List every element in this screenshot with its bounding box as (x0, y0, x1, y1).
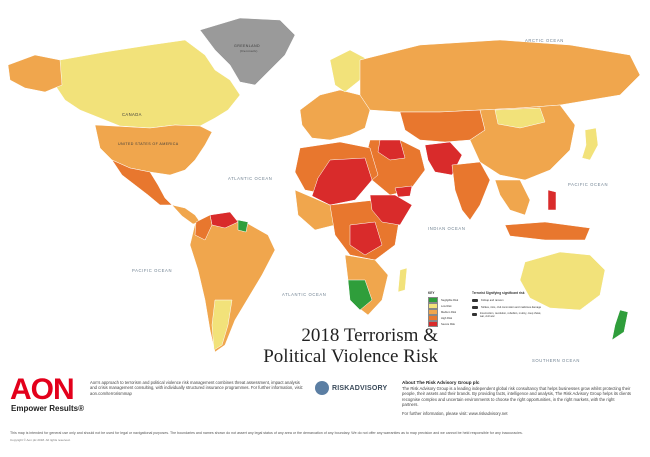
region-central-asia (399, 109, 486, 143)
region-india (451, 161, 491, 221)
legend-item: Severe Risk (428, 321, 528, 327)
label-indian-ocean: INDIAN OCEAN (428, 226, 466, 231)
region-indonesia (504, 221, 591, 241)
riot-icon (472, 306, 478, 309)
legend-key-title: KEY (428, 291, 435, 295)
region-west-africa (294, 189, 336, 231)
region-alaska (7, 54, 63, 93)
region-mongolia (494, 107, 546, 129)
footer (0, 365, 650, 457)
map-title-year: 2018 (301, 325, 344, 346)
region-china (469, 104, 576, 181)
war-icon (472, 313, 477, 316)
region-central-america (171, 204, 201, 225)
region-somalia-sudan (369, 194, 413, 226)
region-colombia (194, 214, 213, 241)
region-canada (54, 39, 241, 129)
region-iraq-syria (377, 139, 406, 161)
copyright: Copyright © Aon plc 2018. All rights res… (10, 438, 71, 442)
signifier-item: Insurrection, revolution, rebellion, mut… (472, 311, 542, 318)
legend-item: High Risk (428, 315, 528, 321)
map-canvas (7, 17, 641, 353)
region-russia (359, 39, 641, 113)
legend-swatch (428, 303, 438, 309)
legend-signifiers: Terrorist Signifying significant risk Ki… (472, 291, 542, 318)
aon-logo: AON (10, 373, 75, 406)
about-web-link[interactable]: For further information, please visit: w… (402, 411, 508, 417)
region-greenland (199, 17, 296, 86)
legend-swatch (428, 309, 438, 315)
region-congo (349, 221, 383, 256)
legend-swatch (428, 297, 438, 303)
legend-label: Negligible Risk (441, 298, 459, 302)
region-namibia-botswana (347, 279, 373, 311)
label-usa: UNITED STATES OF AMERICA (118, 142, 179, 146)
label-greenland-sub: (Denmark) (240, 49, 258, 53)
aon-description: Aon's approach to terrorism and politica… (90, 380, 303, 396)
map-title-line1: 2018 Terrorism & (238, 326, 438, 346)
region-europe (299, 89, 371, 141)
legend-item: Low Risk (428, 303, 528, 309)
region-se-asia (494, 179, 531, 216)
label-greenland: GREENLAND (234, 44, 260, 48)
disclaimer: This map is intended for general use onl… (10, 431, 523, 435)
region-guianas (237, 219, 249, 233)
kidnap-icon (472, 299, 478, 302)
label-arctic-ocean: ARCTIC OCEAN (525, 38, 564, 43)
label-southern-ocean: SOUTHERN OCEAN (532, 358, 580, 363)
region-libya-sahel (311, 157, 373, 206)
legend-label: Low Risk (441, 304, 452, 308)
legend-swatch (428, 321, 438, 327)
label-atlantic-ocean-south: ATLANTIC OCEAN (282, 292, 327, 297)
region-chile-argentina (211, 299, 233, 351)
label-canada: CANADA (122, 112, 142, 117)
region-japan (581, 127, 599, 161)
region-yemen (394, 185, 413, 198)
signifier-label: Kidnap and ransom (481, 299, 504, 302)
signifier-item: Kidnap and ransom (472, 297, 542, 304)
signifier-item: Strikes, riots, civil commotion and mali… (472, 304, 542, 311)
label-pacific-ocean-west: PACIFIC OCEAN (568, 182, 609, 187)
riskadvisory-logo: RISKADVISORY (315, 381, 387, 395)
aon-tagline: Empower Results® (11, 404, 85, 413)
legend-label: Severe Risk (441, 322, 455, 326)
legend-label: Medium Risk (441, 310, 456, 314)
legend-label: High Risk (441, 316, 453, 320)
about-section: About The Risk Advisory Group plc The Ri… (402, 380, 632, 416)
riskadvisory-name: RISKADVISORY (332, 384, 388, 392)
legend-item: Negligible Risk (428, 297, 528, 303)
signifier-label: Insurrection, revolution, rebellion, mut… (479, 311, 542, 318)
region-australia (519, 251, 606, 311)
region-usa (94, 124, 213, 176)
region-philippines (547, 189, 557, 211)
riskadvisory-mark-icon (315, 381, 329, 395)
world-map: ARCTIC OCEAN ATLANTIC OCEAN ATLANTIC OCE… (7, 17, 641, 388)
region-new-zealand (611, 309, 629, 341)
legend-item: Medium Risk (428, 309, 528, 315)
about-title: About The Risk Advisory Group plc (402, 380, 480, 385)
map-title-bold: Terrorism & (343, 325, 438, 346)
legend-swatch (428, 315, 438, 321)
about-text: The Risk Advisory Group is a leading ind… (402, 386, 631, 407)
label-atlantic-ocean-north: ATLANTIC OCEAN (228, 176, 273, 181)
region-south-america (189, 214, 276, 353)
label-pacific-ocean-east: PACIFIC OCEAN (132, 268, 173, 273)
region-madagascar (397, 267, 408, 293)
signifiers-title: Terrorist Signifying significant risk (472, 291, 525, 295)
signifier-label: Strikes, riots, civil commotion and mali… (481, 306, 542, 309)
legend-key: KEY Negligible Risk Low Risk Medium Risk… (428, 291, 528, 327)
